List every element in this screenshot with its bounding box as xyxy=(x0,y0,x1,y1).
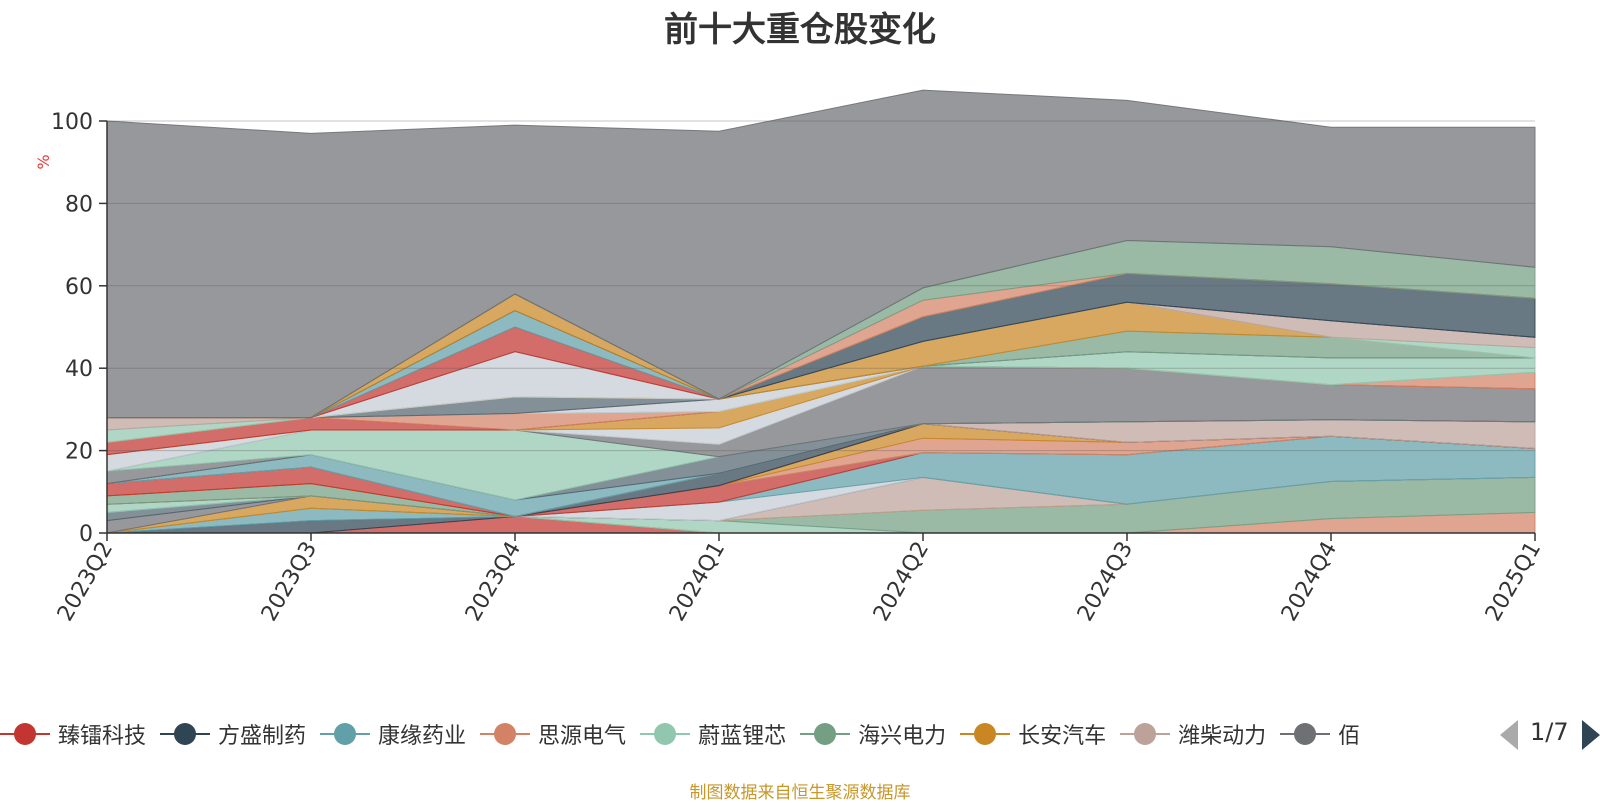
legend-label: 臻镭科技 xyxy=(58,724,147,749)
legend-marker-icon xyxy=(480,722,531,746)
x-tick-label-5: 2024Q3 xyxy=(1073,538,1138,626)
chart-area: 0 20 40 60 80 100 2023Q2 2023Q3 2023Q4 2024Q1 2024… xyxy=(34,89,1546,626)
chart-title: 前十大重仓股变化 xyxy=(664,10,936,50)
x-tick-label-0: 2023Q2 xyxy=(53,538,118,626)
legend-marker-icon xyxy=(0,722,50,746)
legend-marker-icon xyxy=(160,722,211,746)
legend-marker-icon xyxy=(640,722,691,746)
pager-prev-arrow-icon[interactable] xyxy=(1500,720,1518,750)
pager-page-indicator: 1/7 xyxy=(1530,718,1569,746)
y-tick-label-2: 40 xyxy=(65,357,93,382)
legend-marker-icon xyxy=(1280,722,1331,746)
legend-marker-icon xyxy=(320,722,371,746)
legend-pager: 1/7 xyxy=(1500,718,1600,752)
x-tick-label-3: 2024Q1 xyxy=(665,538,730,626)
legend: 臻镭科技 方盛制药 康缘药业 思源电气 蔚蓝锂芯 海兴电力 长安汽车 潍柴动力 佰 xyxy=(0,716,1486,752)
legend-label: 方盛制药 xyxy=(218,724,307,749)
y-tick-label-1: 20 xyxy=(65,440,93,465)
legend-item[interactable]: 臻镭科技 xyxy=(0,716,146,752)
legend-label: 长安汽车 xyxy=(1018,724,1107,749)
pager-next-arrow-icon[interactable] xyxy=(1582,720,1600,750)
legend-item[interactable]: 长安汽车 xyxy=(960,716,1106,752)
series-area-45 xyxy=(106,89,1536,419)
legend-label: 康缘药业 xyxy=(378,724,467,749)
legend-marker-icon xyxy=(960,722,1011,746)
legend-label: 思源电气 xyxy=(538,724,627,749)
legend-item[interactable]: 方盛制药 xyxy=(160,716,306,752)
y-tick-label-3: 60 xyxy=(65,275,93,300)
y-axis-label: % xyxy=(34,154,53,169)
legend-item[interactable]: 思源电气 xyxy=(480,716,626,752)
x-tick-label-6: 2024Q4 xyxy=(1277,538,1342,626)
stacked-areas xyxy=(106,89,1536,534)
legend-label: 佰 xyxy=(1338,724,1361,749)
x-tick-label-4: 2024Q2 xyxy=(869,538,934,626)
y-tick-label-0: 0 xyxy=(79,522,93,547)
source-note: 制图数据来自恒生聚源数据库 xyxy=(689,783,911,803)
legend-item[interactable]: 蔚蓝锂芯 xyxy=(640,716,786,752)
x-tick-label-7: 2025Q1 xyxy=(1481,538,1546,626)
legend-item[interactable]: 海兴电力 xyxy=(800,716,946,752)
y-tick-label-4: 80 xyxy=(65,192,93,217)
legend-label: 海兴电力 xyxy=(858,724,947,749)
x-tick-label-1: 2023Q3 xyxy=(257,538,322,626)
legend-marker-icon xyxy=(1120,722,1171,746)
legend-item[interactable]: 康缘药业 xyxy=(320,716,466,752)
legend-item[interactable]: 佰 xyxy=(1280,716,1360,752)
x-tick-label-2: 2023Q4 xyxy=(461,538,526,626)
legend-label: 潍柴动力 xyxy=(1178,724,1267,749)
legend-marker-icon xyxy=(800,722,851,746)
legend-label: 蔚蓝锂芯 xyxy=(698,724,787,749)
y-tick-label-5: 100 xyxy=(51,110,93,135)
legend-item[interactable]: 潍柴动力 xyxy=(1120,716,1266,752)
